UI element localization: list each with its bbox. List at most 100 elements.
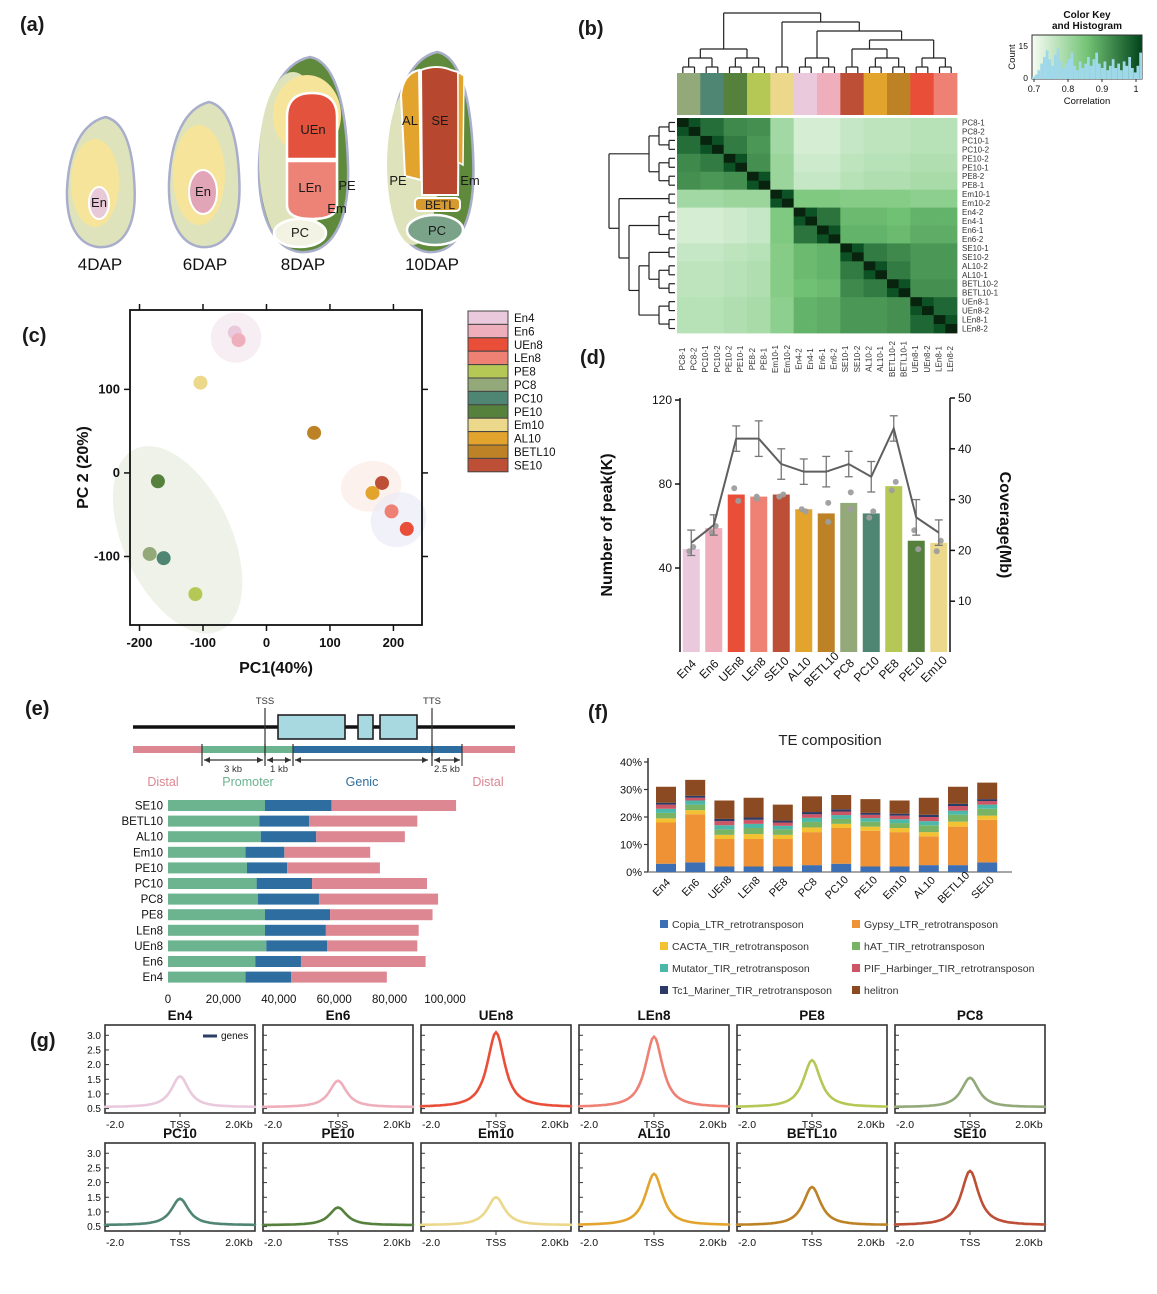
heatmap-cell [899,217,911,226]
heatmap-cell [747,181,759,190]
profile-plot-BETL10: BETL10-2.0 TSS 2.0Kb [737,1126,887,1249]
heatmap-cell [945,324,957,333]
heatmap-cell [945,208,957,217]
heatmap-cell [794,199,806,208]
heatmap-cell [700,217,712,226]
te-seg-Copia_LTR_retrotransposon [831,864,851,872]
hbar-seg-Promoter [168,956,255,967]
heatmap-cell [700,252,712,261]
legend-label: PE8 [514,367,536,379]
pca-point-UEn8 [400,522,414,536]
heatmap-cell [840,172,852,181]
color-key-title: and Histogram [1052,21,1122,32]
legend-label: UEn8 [514,340,543,352]
heatmap-cell [794,270,806,279]
heatmap-cell [922,190,934,199]
heatmap-cell [677,226,689,235]
hbar-label: PE10 [135,863,163,875]
heatmap-cell [910,136,922,145]
heatmap-cell [887,270,899,279]
heatmap-cell [805,118,817,127]
replicate-dot [889,487,895,493]
heatmap-cell [735,288,747,297]
heatmap-cell [875,208,887,217]
heatmap-cell [677,181,689,190]
heatmap-cell [934,127,946,136]
legend-label: PIF_Harbinger_TIR_retrotransposon [864,963,1035,975]
te-seg-Gypsy_LTR_retrotransposon [656,823,676,864]
hbar-xtick: 100,000 [424,994,466,1006]
panel-f-te: TE composition0%10%20%30%40%En4 En6 UEn8 LE… [620,732,1035,997]
row-dendrogram [609,122,675,328]
heatmap-cell [747,234,759,243]
heatmap-cell [700,163,712,172]
heatmap-cell [887,279,899,288]
heatmap-cell [735,181,747,190]
heatmap-row-label: PE10-1 [962,163,989,172]
heatmap-cell [852,145,864,154]
stage-caption: 8DAP [281,255,325,274]
te-seg-helitron [744,798,764,818]
heatmap-cell [875,199,887,208]
heatmap-cell [899,145,911,154]
heatmap-cell [817,261,829,270]
x-tick: 2.0Kb [225,1237,253,1249]
heatmap-cell [735,190,747,199]
heatmap-cell [875,163,887,172]
plot-title: En6 [326,1008,351,1023]
color-key-hist-bar [1115,68,1118,79]
hbar-label: BETL10 [121,816,163,828]
color-key-hist-bar [1054,55,1057,79]
heatmap-cell [829,136,841,145]
hbar-seg-Genic [246,847,285,858]
te-seg-Tc1_Mariner_TIR_retrotransposon [656,803,676,805]
heatmap-col-label: PE10-1 [736,345,745,372]
heatmap-cell [829,324,841,333]
heatmap-cell [770,145,782,154]
x-category-label: PE10 [853,874,881,902]
plot-title: BETL10 [787,1126,837,1141]
heatmap-cell [770,243,782,252]
heatmap-cell [945,270,957,279]
color-key-xtick: 0.8 [1062,84,1075,94]
heatmap-cell [945,288,957,297]
distal-label: Distal [472,775,503,789]
heatmap-cell [677,252,689,261]
heatmap-cell [875,190,887,199]
heatmap-cell [794,288,806,297]
te-seg-hAT_TIR_retrotransposon [685,805,705,811]
sample-color-strip [712,73,724,115]
legend-label: Mutator_TIR_retrotransposon [672,963,810,975]
te-seg-helitron [860,799,880,813]
heatmap-cell [805,136,817,145]
heatmap-cell [945,279,957,288]
te-seg-hAT_TIR_retrotransposon [890,823,910,828]
heatmap-cell [840,163,852,172]
legend-swatch [468,458,508,471]
heatmap-cell [689,234,701,243]
pca-legend: En4En6UEn8LEn8PE8PC8PC10PE10Em10AL10BETL… [468,311,556,472]
heatmap-cell [782,136,794,145]
heatmap-cell [910,199,922,208]
heatmap-row-label: LEn8-2 [962,325,988,334]
heatmap-cell [922,163,934,172]
heatmap-cell [782,261,794,270]
heatmap-cell [782,252,794,261]
heatmap-cell [677,172,689,181]
heatmap-cell [910,181,922,190]
color-key-hist-bar [1098,64,1101,79]
heatmap-cell [700,261,712,270]
heatmap-cell [712,315,724,324]
te-seg-Gypsy_LTR_retrotransposon [714,839,734,867]
heatmap-cell [689,226,701,235]
heatmap-cell [875,279,887,288]
heatmap-cell [817,181,829,190]
heatmap-cell [852,181,864,190]
heatmap-cell [864,324,876,333]
hbar-seg-Promoter [168,894,258,905]
heatmap-cell [899,199,911,208]
heatmap-cell [677,154,689,163]
heatmap-cell [887,136,899,145]
x-tick: -2.0 [106,1237,124,1249]
heatmap-cell [689,252,701,261]
